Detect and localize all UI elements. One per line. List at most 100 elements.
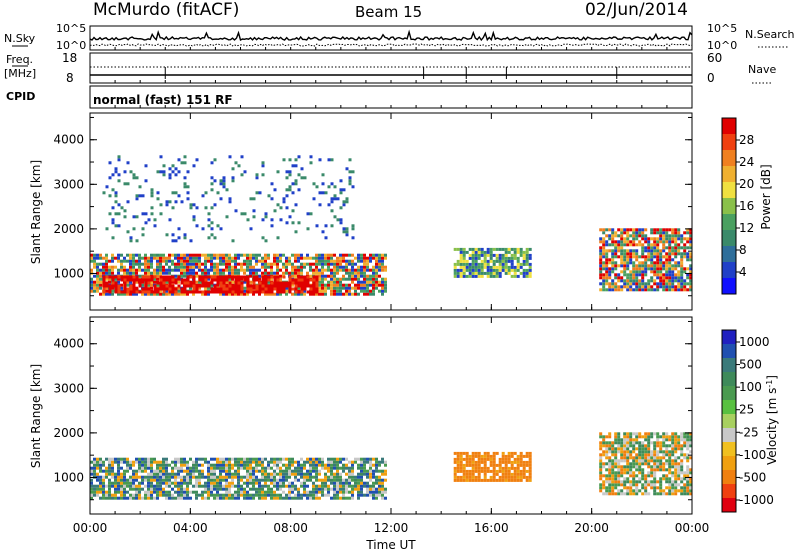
heatmap-cell bbox=[324, 286, 327, 290]
heatmap-cell bbox=[477, 466, 481, 470]
heatmap-cell bbox=[171, 487, 174, 491]
heatmap-cell bbox=[159, 487, 162, 491]
heatmap-cell bbox=[683, 477, 687, 481]
heatmap-cell bbox=[96, 478, 99, 482]
heatmap-cell bbox=[668, 228, 672, 232]
power-colorbar-swatch bbox=[722, 118, 736, 135]
velocity-colorbar-swatch bbox=[722, 400, 736, 415]
velocity-colorbar-label-end: ] bbox=[765, 375, 779, 380]
heatmap-cell bbox=[288, 481, 291, 485]
y-tick-label: 2000 bbox=[53, 426, 84, 440]
heatmap-cell bbox=[611, 255, 615, 259]
heatmap-cell bbox=[183, 161, 187, 165]
heatmap-cell bbox=[249, 268, 252, 272]
heatmap-cell bbox=[240, 478, 243, 482]
heatmap-cell bbox=[99, 478, 102, 482]
heatmap-cell bbox=[129, 460, 132, 464]
heatmap-cell bbox=[611, 243, 615, 247]
heatmap-cell bbox=[168, 490, 171, 494]
heatmap-cell bbox=[210, 182, 214, 186]
heatmap-cell bbox=[204, 268, 207, 272]
heatmap-cell bbox=[147, 256, 150, 260]
heatmap-cell bbox=[369, 466, 372, 470]
heatmap-cell bbox=[345, 487, 348, 491]
heatmap-cell bbox=[492, 265, 496, 269]
heatmap-cell bbox=[138, 460, 141, 464]
heatmap-cell bbox=[195, 469, 198, 473]
heatmap-cell bbox=[623, 237, 627, 241]
heatmap-cell bbox=[650, 276, 654, 280]
heatmap-cell bbox=[120, 484, 123, 488]
heatmap-cell bbox=[210, 227, 214, 231]
heatmap-cell bbox=[219, 292, 222, 296]
heatmap-cell bbox=[689, 240, 693, 244]
heatmap-cell bbox=[201, 271, 204, 275]
heatmap-cell bbox=[680, 261, 684, 265]
heatmap-cell bbox=[288, 463, 291, 467]
heatmap-cell bbox=[156, 256, 159, 260]
heatmap-cell bbox=[599, 237, 603, 241]
heatmap-cell bbox=[270, 457, 273, 461]
heatmap-cell bbox=[144, 281, 148, 285]
heatmap-cell bbox=[294, 484, 297, 488]
heatmap-cell bbox=[677, 234, 681, 238]
heatmap-cell bbox=[135, 287, 139, 291]
heatmap-cell bbox=[123, 215, 127, 219]
heatmap-cell bbox=[273, 278, 277, 282]
heatmap-cell bbox=[156, 292, 159, 296]
heatmap-cell bbox=[599, 465, 603, 469]
heatmap-cell bbox=[315, 292, 318, 296]
heatmap-cell bbox=[372, 472, 375, 476]
heatmap-cell bbox=[462, 475, 466, 479]
heatmap-cell bbox=[605, 228, 609, 232]
heatmap-cell bbox=[674, 447, 678, 451]
heatmap-cell bbox=[644, 474, 648, 478]
heatmap-cell bbox=[513, 466, 517, 470]
heatmap-cell bbox=[480, 274, 484, 278]
heatmap-cell bbox=[243, 275, 247, 279]
heatmap-cell bbox=[303, 287, 307, 291]
heatmap-cell bbox=[237, 466, 240, 470]
heatmap-cell bbox=[602, 240, 606, 244]
heatmap-cell bbox=[144, 271, 147, 275]
heatmap-cell bbox=[171, 280, 174, 284]
heatmap-cell bbox=[156, 268, 159, 272]
heatmap-cell bbox=[270, 472, 273, 476]
heatmap-cell bbox=[294, 158, 298, 162]
heatmap-cell bbox=[237, 463, 240, 467]
heatmap-cell bbox=[689, 246, 693, 250]
heatmap-cell bbox=[626, 477, 630, 481]
heatmap-cell bbox=[336, 478, 339, 482]
heatmap-cell bbox=[668, 288, 672, 292]
heatmap-cell bbox=[498, 247, 502, 251]
heatmap-cell bbox=[321, 286, 324, 290]
heatmap-cell bbox=[198, 265, 201, 269]
heatmap-cell bbox=[207, 460, 210, 464]
heatmap-cell bbox=[635, 480, 639, 484]
heatmap-cell bbox=[513, 253, 517, 257]
heatmap-cell bbox=[471, 265, 475, 269]
heatmap-cell bbox=[270, 218, 274, 222]
heatmap-cell bbox=[689, 231, 693, 235]
heatmap-cell bbox=[279, 287, 283, 291]
heatmap-cell bbox=[252, 290, 256, 294]
heatmap-cell bbox=[321, 280, 324, 284]
heatmap-cell bbox=[647, 456, 651, 460]
heatmap-cell bbox=[135, 496, 138, 500]
heatmap-cell bbox=[312, 469, 315, 473]
heatmap-cell bbox=[165, 268, 168, 272]
heatmap-cell bbox=[602, 483, 606, 487]
heatmap-cell bbox=[180, 256, 183, 260]
heatmap-cell bbox=[611, 486, 615, 490]
heatmap-cell bbox=[668, 444, 672, 448]
heatmap-cell bbox=[195, 265, 198, 269]
heatmap-cell bbox=[108, 280, 111, 284]
heatmap-cell bbox=[297, 173, 301, 177]
heatmap-cell bbox=[342, 283, 345, 287]
heatmap-cell bbox=[468, 472, 472, 476]
heatmap-cell bbox=[312, 278, 316, 282]
heatmap-cell bbox=[111, 457, 114, 461]
heatmap-cell bbox=[635, 243, 639, 247]
heatmap-cell bbox=[495, 271, 499, 275]
heatmap-cell bbox=[677, 477, 681, 481]
